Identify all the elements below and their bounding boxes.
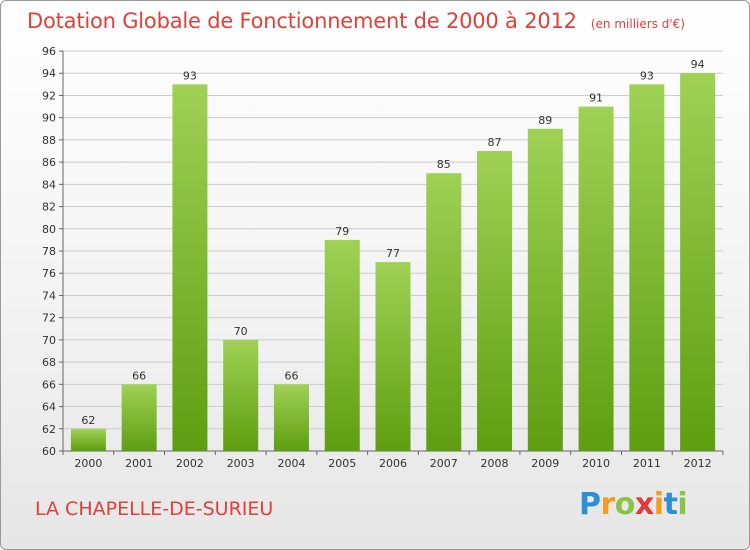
data-label: 66: [132, 369, 146, 382]
bar: [578, 106, 614, 452]
y-tick-label: 64: [42, 401, 56, 414]
proxiti-logo: Proxiti: [579, 487, 688, 522]
bar: [223, 339, 259, 451]
x-tick-label: 2009: [531, 457, 559, 470]
x-tick-label: 2007: [430, 457, 458, 470]
y-tick-label: 72: [42, 312, 56, 325]
data-label: 87: [488, 136, 502, 149]
y-tick-label: 66: [42, 378, 56, 391]
data-label: 70: [234, 325, 248, 338]
bar: [477, 151, 513, 451]
data-label: 94: [691, 58, 705, 71]
y-tick-label: 86: [42, 156, 56, 169]
bar: [375, 262, 411, 451]
data-label: 89: [538, 114, 552, 127]
x-tick-label: 2012: [684, 457, 712, 470]
data-label: 93: [183, 69, 197, 82]
y-tick-label: 84: [42, 178, 56, 191]
data-label: 91: [589, 92, 603, 105]
y-tick-label: 60: [42, 445, 56, 458]
chart-title-block: Dotation Globale de Fonctionnement de 20…: [27, 9, 685, 33]
labels: 60 62 64 66 68 70 72 74 76 78 80 82 84 86 88 90 92 94 96 62…: [42, 45, 712, 470]
data-label: 85: [437, 158, 451, 171]
y-tick-label: 80: [42, 223, 56, 236]
bar: [172, 84, 208, 451]
x-tick-label: 2004: [277, 457, 305, 470]
bar: [273, 384, 309, 451]
y-tick-label: 94: [42, 67, 56, 80]
data-label: 93: [640, 69, 654, 82]
y-tick-label: 74: [42, 289, 56, 302]
x-tick-label: 2008: [481, 457, 509, 470]
y-tick-label: 82: [42, 201, 56, 214]
x-tick-label: 2006: [379, 457, 407, 470]
x-tick-label: 2011: [633, 457, 661, 470]
y-tick-label: 92: [42, 89, 56, 102]
commune-name: LA CHAPELLE-DE-SURIEU: [35, 498, 274, 520]
bar: [324, 239, 360, 451]
data-label: 77: [386, 247, 400, 260]
y-tick-label: 76: [42, 267, 56, 280]
data-label: 79: [335, 225, 349, 238]
chart-title: Dotation Globale de Fonctionnement de 20…: [27, 9, 577, 33]
bar: [680, 73, 716, 451]
bar: [426, 173, 462, 451]
data-label: 66: [284, 369, 298, 382]
bar: [121, 384, 157, 451]
x-tick-label: 2002: [176, 457, 204, 470]
y-tick-label: 88: [42, 134, 56, 147]
y-tick-label: 90: [42, 112, 56, 125]
chart-unit: (en milliers d'€): [590, 17, 685, 31]
y-tick-label: 62: [42, 423, 56, 436]
y-tick-label: 70: [42, 334, 56, 347]
bar: [629, 84, 665, 451]
x-tick-label: 2003: [227, 457, 255, 470]
y-tick-label: 78: [42, 245, 56, 258]
bar: [527, 128, 563, 451]
x-tick-label: 2010: [582, 457, 610, 470]
bars: [70, 73, 716, 452]
y-tick-label: 68: [42, 356, 56, 369]
x-tick-label: 2001: [125, 457, 153, 470]
x-tick-label: 2005: [328, 457, 356, 470]
bar: [70, 428, 106, 451]
x-tick-label: 2000: [74, 457, 102, 470]
y-tick-label: 96: [42, 45, 56, 58]
data-label: 62: [81, 414, 95, 427]
